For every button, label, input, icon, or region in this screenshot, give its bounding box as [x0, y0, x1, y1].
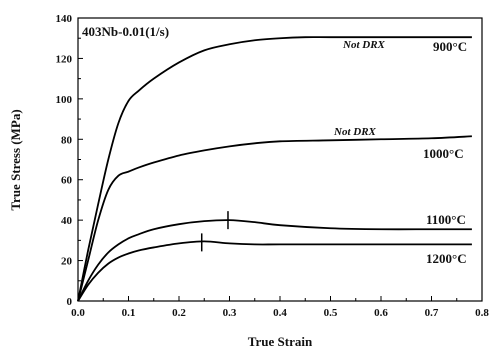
y-tick-label: 80 — [61, 134, 73, 146]
x-tick-label: 0.5 — [324, 307, 338, 319]
annotation-not-drx: Not DRX — [342, 39, 386, 51]
x-axis-title: True Strain — [248, 334, 313, 349]
annotation-not-drx: Not DRX — [333, 126, 377, 138]
y-tick-label: 100 — [56, 94, 73, 106]
chart-title: 403Nb-0.01(1/s) — [82, 24, 169, 39]
y-tick-label: 120 — [56, 53, 73, 65]
curve-1100c — [77, 219, 472, 302]
curve-1000c — [77, 135, 472, 302]
x-tick-label: 0.4 — [273, 307, 287, 319]
plot-area: 0.0 0.1 0.2 0.3 0.4 0.5 0.6 0.7 0.8 0 20 40 60 80 100 1… — [56, 13, 490, 319]
series-label-1100c: 1100°C — [426, 212, 466, 227]
x-tick-label: 0.3 — [223, 307, 237, 319]
series-label-900c: 900°C — [433, 39, 467, 54]
y-tick-label: 0 — [67, 296, 73, 308]
x-tick-label: 0.6 — [374, 307, 388, 319]
y-tick-label: 20 — [61, 256, 73, 268]
y-axis-title: True Stress (MPa) — [8, 109, 23, 210]
curve-1200c — [77, 240, 472, 302]
y-tick-label: 40 — [61, 215, 73, 227]
x-tick-label: 0.8 — [475, 307, 489, 319]
x-tick-label: 0.7 — [425, 307, 439, 319]
y-tick-label: 140 — [56, 13, 73, 25]
series-label-1200c: 1200°C — [426, 251, 467, 266]
y-tick-label: 60 — [61, 175, 73, 187]
series-label-1000c: 1000°C — [423, 146, 464, 161]
x-tick-label: 0.1 — [122, 307, 136, 319]
curve-900c — [77, 36, 472, 302]
plot-frame — [77, 17, 483, 302]
x-tick-label: 0.2 — [172, 307, 186, 319]
x-tick-label: 0.0 — [71, 307, 85, 319]
